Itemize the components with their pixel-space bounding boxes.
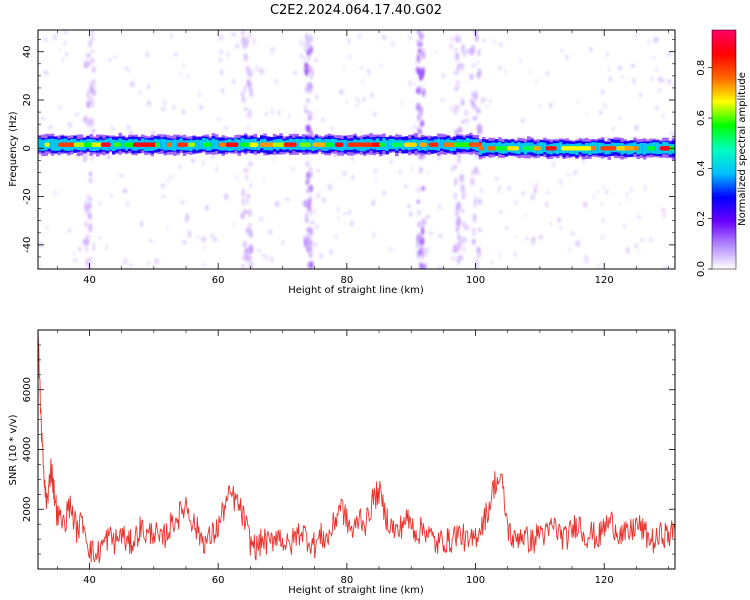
figure-title: C2E2.2024.064.17.40.G02 [270, 3, 442, 18]
snr-ytick-label: 4000 [22, 437, 33, 462]
snr-ylabel: SNR (10 * v/v) [8, 414, 19, 485]
colorbar: 0.0 0.2 0.4 0.6 0.8 Normalized spectral ampl… [696, 29, 748, 277]
snr-xtick-label: 100 [466, 575, 485, 586]
snr-axes: 40 60 80 100 120 2000 4000 6000 [22, 329, 675, 586]
spectrogram-ytick-label: 20 [22, 94, 33, 107]
spectrogram-xlabel: Height of straight line (km) [288, 285, 424, 296]
spectrogram-panel: 40 60 80 100 120 -40 -20 0 20 40 Height of straig… [8, 29, 676, 296]
snr-xtick-label: 120 [595, 575, 614, 586]
spectrogram-frame [37, 29, 676, 270]
spectrogram-xtick-label: 60 [212, 275, 225, 286]
colorbar-tick-label: 0.8 [696, 60, 707, 76]
colorbar-ticks: 0.0 0.2 0.4 0.6 0.8 [696, 60, 712, 277]
colorbar-gradient [711, 29, 737, 270]
snr-xlabel: Height of straight line (km) [288, 585, 424, 596]
spectrogram-xtick-label: 80 [340, 275, 353, 286]
colorbar-tick-label: 0.2 [696, 211, 707, 227]
colorbar-tick-label: 0.6 [696, 110, 707, 126]
snr-xtick-label: 40 [83, 575, 96, 586]
colorbar-tick-label: 0.0 [696, 261, 707, 277]
spectrogram-ytick-label: -40 [22, 237, 33, 253]
spectrogram-ylabel: Frequency (Hz) [8, 111, 19, 187]
snr-xtick-label: 60 [212, 575, 225, 586]
spectrogram-axes: 40 60 80 100 120 -40 -20 0 20 40 [22, 30, 675, 286]
spectrogram-cells [38, 30, 675, 269]
snr-ytick-label: 2000 [22, 497, 33, 522]
spectrogram-ytick-label: -20 [22, 188, 33, 204]
snr-series-line [38, 330, 675, 564]
colorbar-label: Normalized spectral amplitude [737, 72, 748, 226]
spectrogram-ytick-label: 40 [22, 45, 33, 58]
spectrogram-ytick-label: 0 [22, 145, 33, 151]
spectrogram-xtick-label: 40 [83, 275, 96, 286]
snr-xtick-label: 80 [340, 575, 353, 586]
snr-frame [37, 329, 676, 570]
snr-ytick-label: 6000 [22, 377, 33, 402]
spectrogram-xtick-label: 120 [595, 275, 614, 286]
snr-panel: 40 60 80 100 120 2000 4000 6000 Height of strai… [8, 329, 676, 596]
spectrogram-xtick-label: 100 [466, 275, 485, 286]
snr-plot-area [38, 330, 675, 564]
colorbar-tick-label: 0.4 [696, 160, 707, 176]
